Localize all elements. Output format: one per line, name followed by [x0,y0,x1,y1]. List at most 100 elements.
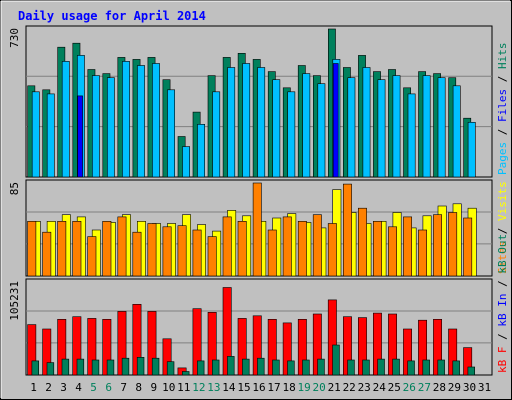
bar-files-day-8 [137,65,145,178]
bar-sites-day-10 [162,226,172,277]
panel-bottom: 105231 kB F / kB In / kB Out [8,234,509,376]
bar-files-day-11 [182,146,190,178]
bar-files-day-9 [152,63,160,178]
bar-sites-day-24 [372,221,382,277]
bar-files-day-20 [317,83,326,178]
bar-sites-day-30 [463,217,473,277]
bar-files-day-30 [467,122,476,178]
bar-files-day-2 [46,93,55,178]
bar-files-day-27 [422,75,431,178]
x-tick-label: 28 [433,381,446,394]
x-tick-label: 10 [162,381,175,394]
bar-kb-out-day-28 [437,359,445,376]
legend-entry: Files [496,89,509,122]
bar-kb-out-day-21 [332,344,340,376]
bar-sites-day-2 [42,231,52,277]
legend-entry: / [496,327,509,347]
bar-kb-out-day-11 [182,371,190,376]
bar-kb-out-day-19 [302,359,310,376]
legend-entry: kB F [496,347,509,374]
bar-sites-day-12 [192,229,202,277]
bar-sites-day-17 [267,229,277,277]
legend-entry: / [496,122,509,142]
bar-sites-day-15 [237,221,247,277]
chart-title: Daily usage for April 2014 [18,9,206,23]
bar-kb-out-day-1 [31,360,39,376]
x-tick-label: 7 [120,381,127,394]
panel-middle: 85 Sites / Visits [8,179,509,277]
bar-pages-day-4 [77,95,83,178]
bar-files-day-29 [452,85,461,178]
bar-kb-out-day-12 [197,360,205,376]
bar-files-day-10 [167,89,175,178]
x-tick-label: 20 [312,381,325,394]
bar-sites-day-21 [327,223,337,277]
bar-sites-day-22 [342,183,352,277]
bar-kb-out-day-2 [46,362,55,376]
bar-files-day-26 [407,93,416,178]
bar-kb-out-day-20 [317,358,325,376]
bar-files-day-28 [437,77,446,178]
x-tick-label: 2 [45,381,52,394]
bar-kb-out-day-6 [106,359,115,376]
bar-sites-day-13 [207,236,217,277]
x-tick-label: 6 [105,381,112,394]
bar-sites-day-29 [448,212,458,277]
x-tick-label: 5 [90,381,97,394]
bar-kb-out-day-22 [347,359,355,376]
bar-files-day-19 [302,73,311,178]
y-max-label: 105231 [8,281,21,321]
bar-sites-day-1 [27,221,37,277]
bar-sites-day-25 [388,226,397,277]
legend-bottom: kB F / kB In / kB Out [496,234,509,373]
bar-kb-out-day-3 [61,358,70,376]
bar-kb-out-day-13 [212,359,220,376]
bar-kb-out-day-17 [272,359,280,376]
bar-files-day-15 [242,63,251,178]
x-tick-label: 29 [448,381,461,394]
x-tick-label: 8 [135,381,142,394]
bar-sites-day-7 [117,216,127,277]
x-tick-label: 23 [358,381,371,394]
panel-top: 730 Pages / Files / Hits [8,25,509,178]
bar-kb-out-day-10 [166,361,175,376]
x-tick-label: 26 [403,381,416,394]
x-tick-label: 9 [150,381,157,394]
legend-entry: / [496,274,509,294]
bar-files-day-3 [61,61,70,178]
x-tick-label: 11 [177,381,190,394]
bar-files-day-5 [92,75,100,178]
bar-kb-out-day-14 [227,356,235,376]
legend-entry: / [496,69,509,89]
bar-sites-day-19 [297,221,307,277]
bar-kb-out-day-5 [91,359,100,376]
bar-sites-day-9 [147,223,157,277]
x-tick-label: 24 [373,381,387,394]
x-tick-label: 17 [267,381,280,394]
bar-kb-out-day-16 [257,357,265,376]
y-max-label: 85 [8,182,21,195]
bar-kb-out-day-7 [121,357,130,376]
x-tick-label: 4 [75,381,82,394]
bar-files-day-23 [362,67,371,178]
x-tick-label: 27 [418,381,431,394]
x-tick-label: 13 [207,381,220,394]
x-tick-label: 25 [388,381,401,394]
x-tick-label: 3 [60,381,67,394]
bar-files-day-16 [257,67,266,178]
x-tick-label: 12 [192,381,205,394]
bar-files-day-17 [272,79,281,178]
bar-sites-day-14 [222,216,232,277]
bar-kb-out-day-25 [392,358,400,376]
bar-files-day-22 [347,77,356,178]
bar-sites-day-27 [418,229,427,277]
bar-kb-out-day-29 [452,360,460,376]
bar-files-day-18 [287,91,296,178]
bar-sites-day-16 [252,182,262,277]
bar-sites-day-5 [87,236,97,277]
bar-sites-day-6 [102,221,112,277]
bar-sites-day-23 [357,207,367,277]
legend-entry: kB Out [496,234,509,274]
bar-kb-out-day-4 [76,358,85,376]
